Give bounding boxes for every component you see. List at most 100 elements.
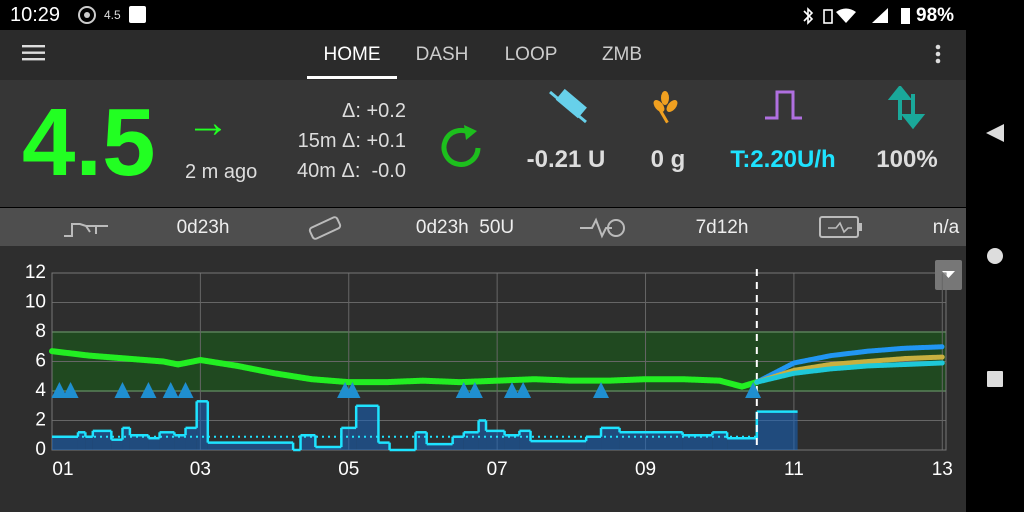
basal-area: [378, 442, 390, 450]
trend-arrow: →: [186, 98, 230, 147]
notification-icon: [129, 6, 146, 23]
cob: 0 g: [650, 146, 686, 173]
y-tick-label: 10: [25, 292, 46, 313]
overflow-menu[interactable]: [932, 44, 944, 66]
tab[interactable]: ZMB: [601, 44, 643, 65]
basal-area: [85, 436, 93, 450]
basal-area: [122, 427, 130, 450]
smb-marker: [455, 382, 472, 398]
x-tick-label: 01: [52, 459, 73, 480]
notification-bg: 4.5: [104, 8, 121, 22]
app-bar: [0, 30, 966, 80]
tab[interactable]: DASH: [415, 44, 469, 65]
status-icons: [64, 216, 862, 240]
basal-area: [300, 435, 316, 450]
basal-area: [530, 441, 587, 450]
sensor-age: 7d12h: [695, 217, 749, 238]
status-strip: [0, 208, 966, 246]
basal-area: [129, 435, 149, 450]
home-button[interactable]: [987, 248, 1003, 264]
smb-marker: [466, 382, 483, 398]
x-tick-label: 09: [635, 459, 656, 480]
y-tick-label: 0: [35, 439, 46, 460]
basal-area: [185, 427, 197, 450]
pump-battery: n/a: [932, 217, 960, 238]
insulin-icon: [549, 88, 587, 124]
iob: -0.21 U: [526, 146, 606, 173]
x-tick-label: 07: [487, 459, 508, 480]
basal-area: [92, 430, 112, 450]
basal-area: [315, 447, 342, 450]
basal-icon: [765, 90, 802, 120]
basal-area: [712, 432, 728, 450]
overview-icons: [549, 86, 926, 130]
menu-button[interactable]: [22, 44, 46, 62]
bg-value: 4.5: [22, 89, 156, 196]
recents-button[interactable]: [987, 371, 1003, 387]
basal-area: [682, 435, 713, 450]
basal-area: [111, 439, 123, 450]
smb-marker: [515, 382, 532, 398]
smb-marker: [51, 382, 68, 398]
tab[interactable]: HOME: [323, 44, 381, 65]
basal-area: [174, 435, 186, 450]
smb-marker: [503, 382, 520, 398]
y-tick-label: 2: [35, 410, 46, 431]
bg-graph: 0 2 4 6 8 10 12 01 03 05 07 09 11 13: [25, 260, 962, 480]
smb-marker: [177, 382, 194, 398]
delta: Δ: +0.2: [342, 100, 406, 122]
x-tick-label: 05: [338, 459, 359, 480]
basal-area: [601, 427, 620, 450]
y-tick-label: 4: [35, 380, 46, 401]
delta: 15m Δ: +0.1: [297, 130, 406, 152]
x-tick-label: 11: [784, 459, 804, 480]
bg-line: [49, 348, 760, 390]
basal-area: [77, 432, 86, 450]
tab-indicator: [307, 76, 397, 79]
y-tick-label: 6: [35, 351, 46, 372]
smb-marker: [344, 382, 361, 398]
app-icon: [78, 6, 96, 24]
basal-area: [486, 430, 505, 450]
nav-buttons: [986, 124, 1004, 387]
overview-panel: [0, 80, 966, 207]
smb-marker: [62, 382, 79, 398]
basal-area: [148, 438, 160, 450]
y-tick-label: 8: [35, 321, 46, 342]
pump-status-icon: [887, 86, 926, 130]
basal-area: [463, 432, 479, 450]
basal-area: [415, 432, 427, 450]
profile-percent: 100%: [876, 146, 938, 173]
basal-area: [52, 436, 78, 450]
clock: 10:29: [10, 4, 61, 26]
prediction-line: [754, 360, 945, 385]
basal-area: [504, 435, 520, 450]
basal-area: [207, 442, 294, 450]
time-ago: 2 m ago: [185, 161, 258, 183]
cannula-age: 0d23h: [176, 217, 230, 238]
basal-area: [196, 401, 208, 450]
basal-area: [619, 432, 683, 450]
basal-area: [452, 436, 464, 450]
back-button[interactable]: [986, 124, 1004, 142]
smb-marker: [162, 382, 179, 398]
basal-area: [586, 436, 602, 450]
basal-area: [341, 427, 357, 450]
temp-basal: T:2.20U/h: [730, 146, 836, 173]
basal-area: [426, 444, 453, 450]
battery-level: 98%: [916, 5, 955, 26]
smb-marker: [114, 382, 131, 398]
y-tick-label: 12: [25, 262, 46, 283]
smb-marker: [745, 382, 762, 398]
basal-area: [159, 432, 175, 450]
smb-marker: [593, 382, 610, 398]
basal-area: [519, 430, 531, 450]
carbs-icon: [653, 91, 678, 124]
basal-area: [756, 411, 798, 450]
smb-marker: [140, 382, 157, 398]
tab[interactable]: LOOP: [504, 44, 558, 65]
x-tick-label: 03: [190, 459, 211, 480]
basal-area: [356, 405, 379, 450]
loop-icon[interactable]: [434, 120, 490, 176]
